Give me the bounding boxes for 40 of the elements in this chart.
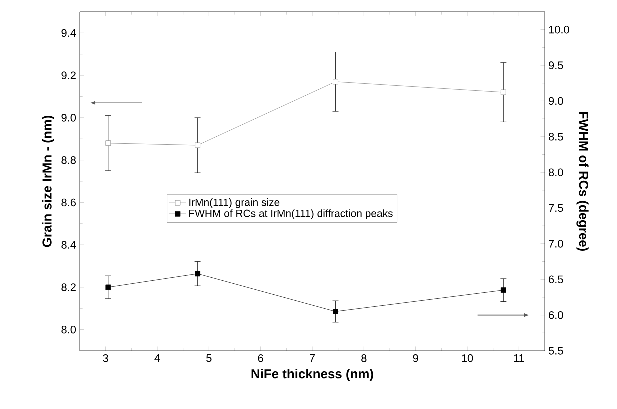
x-tick-label: 10 bbox=[462, 354, 474, 362]
x-axis-title: NiFe thickness (nm) bbox=[252, 369, 374, 382]
legend-label: IrMn(111) grain size bbox=[190, 198, 280, 208]
point bbox=[500, 288, 506, 294]
y-tick-label: 8.8 bbox=[62, 156, 76, 164]
y2-tick-label: 7.5 bbox=[549, 204, 564, 212]
y-tick-label: 9.4 bbox=[62, 29, 76, 38]
point bbox=[500, 90, 506, 96]
point bbox=[195, 271, 200, 277]
y2-tick-label: 6.5 bbox=[549, 276, 564, 284]
y2-tick-label: 9.0 bbox=[549, 97, 564, 106]
x-tick-label: 7 bbox=[310, 354, 315, 362]
y2-tick-label: 10.0 bbox=[549, 26, 570, 34]
x-tick-label: 6 bbox=[258, 354, 264, 362]
y-tick-label: 9.0 bbox=[62, 114, 76, 122]
point bbox=[333, 79, 338, 85]
point bbox=[195, 142, 200, 148]
x-tick-label: 4 bbox=[154, 354, 160, 362]
y-tick-label: 8.4 bbox=[62, 241, 76, 249]
y2-tick-label: 7.0 bbox=[549, 240, 564, 248]
point bbox=[333, 309, 338, 314]
point bbox=[106, 284, 112, 290]
x-tick-label: 3 bbox=[103, 354, 108, 362]
legend-label: FWHM of RCs at IrMn(111) diffraction peaks bbox=[190, 210, 393, 220]
y2-tick-label: 6.0 bbox=[549, 311, 564, 320]
y2-tick-label: 5.5 bbox=[548, 347, 564, 355]
y-tick-label: 8.0 bbox=[62, 326, 76, 334]
x-tick-label: 5 bbox=[206, 354, 212, 362]
x-tick-label: 9 bbox=[413, 354, 418, 362]
y2-tick-label: 8.5 bbox=[548, 133, 564, 141]
y-tick-label: 8.2 bbox=[62, 284, 76, 292]
point bbox=[106, 140, 112, 146]
y2-tick-label: 8.0 bbox=[548, 168, 564, 176]
x-tick-label: 8 bbox=[362, 354, 367, 362]
y2-tick-label: 9.5 bbox=[549, 62, 564, 70]
y-tick-label: 8.6 bbox=[62, 198, 76, 207]
y-axis-title: Grain size IrMn - (nm) bbox=[42, 116, 54, 248]
y2-axis-title: FWHM of RCs (degree) bbox=[576, 112, 589, 251]
y-tick-label: 9.2 bbox=[62, 72, 76, 80]
x-tick-label: 11 bbox=[514, 354, 524, 362]
